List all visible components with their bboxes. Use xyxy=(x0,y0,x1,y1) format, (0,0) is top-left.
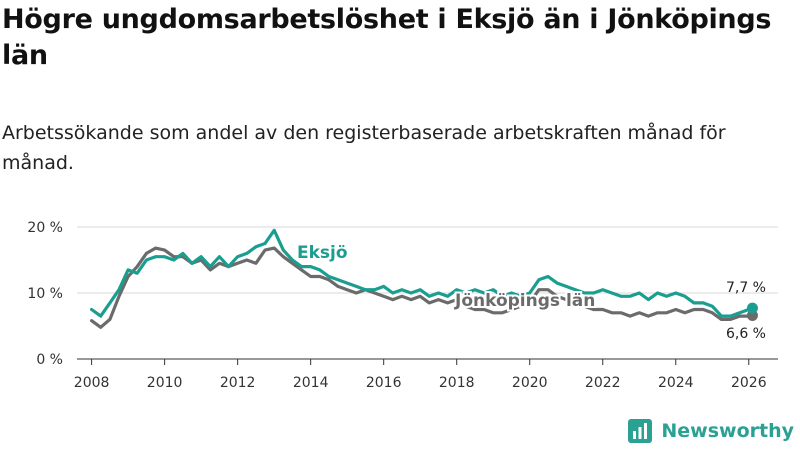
chart-title: Högre ungdomsarbetslöshet i Eksjö än i J… xyxy=(2,4,772,71)
series-label-eksjo: Eksjö xyxy=(297,243,348,263)
x-tick-label-2022: 2022 xyxy=(585,375,621,391)
y-tick-label-10: 10 % xyxy=(27,286,63,302)
chart-subtitle: Arbetssökande som andel av den registerb… xyxy=(2,122,726,174)
x-tick-label-2018: 2018 xyxy=(439,375,475,391)
x-tick-label-2014: 2014 xyxy=(293,375,329,391)
x-tick-label-2024: 2024 xyxy=(658,375,694,391)
y-tick-label-20: 20 % xyxy=(27,220,63,236)
end-value-eksjo: 7,7 % xyxy=(726,280,766,296)
newsworthy-logo: Newsworthy xyxy=(627,418,794,444)
series-layer xyxy=(90,228,758,329)
x-tick-label-2026: 2026 xyxy=(731,375,767,391)
series-label-jonkopings-lan: Jönköpings län xyxy=(454,291,595,311)
newsworthy-logo-icon xyxy=(628,419,653,443)
label-layer: Eksjö Jönköpings län 7,7 % 6,6 % xyxy=(295,241,766,342)
x-tick-label-2020: 2020 xyxy=(512,375,548,391)
x-tick-label-2008: 2008 xyxy=(74,375,110,391)
series-line-lan xyxy=(90,246,754,329)
x-tick-label-2012: 2012 xyxy=(220,375,256,391)
x-tick-label-2010: 2010 xyxy=(147,375,183,391)
y-tick-label-0: 0 % xyxy=(36,352,63,368)
end-marker-eksjo xyxy=(746,302,758,314)
brand-name: Newsworthy xyxy=(661,420,794,442)
x-tick-label-2016: 2016 xyxy=(366,375,402,391)
series-line-eksjo xyxy=(90,228,754,318)
end-value-jonkopings-lan: 6,6 % xyxy=(726,326,766,342)
axis-layer: 0 % 10 % 20 % 2008 2010 2012 2014 2016 2018 2020 2… xyxy=(27,220,766,391)
